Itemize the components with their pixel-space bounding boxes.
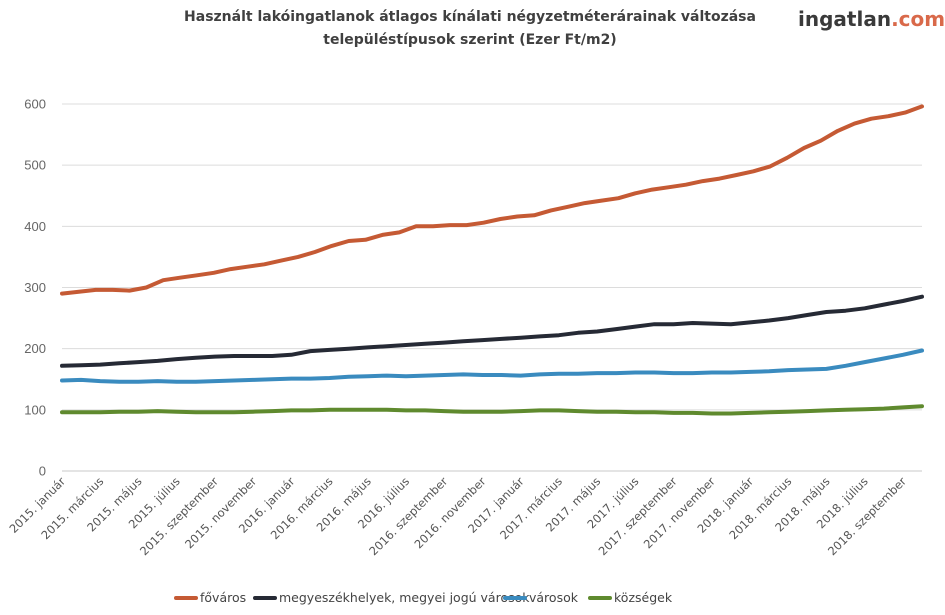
gridlines: [62, 103, 922, 472]
legend-swatch: [588, 595, 612, 600]
y-tick-label: 300: [24, 280, 46, 295]
chart-title-line1: Használt lakóingatlanok átlagos kínálati…: [184, 9, 756, 25]
legend-swatch: [253, 595, 277, 600]
series-lines: [60, 104, 924, 416]
legend-label: megyeszékhelyek, megyei jogú városok: [279, 590, 530, 605]
legend-item-megyeszekhelyek: megyeszékhelyek, megyei jogú városok: [253, 590, 530, 605]
y-axis-ticks: 0 100 200 300 400 500 600: [24, 97, 46, 479]
legend-item-varosok: városok: [503, 590, 578, 605]
legend-item-kozsegek: községek: [588, 590, 672, 605]
legend-label: városok: [529, 590, 578, 605]
y-tick-label: 600: [24, 97, 46, 112]
chart-title-line2: településtípusok szerint (Ezer Ft/m2): [323, 32, 617, 48]
legend-label: községek: [614, 590, 673, 605]
ingatlan-logo: ingatlan.com: [798, 7, 945, 31]
legend-swatch: [503, 595, 527, 600]
legend-label: főváros: [200, 590, 247, 605]
y-tick-label: 0: [39, 464, 46, 479]
series-line-2: [60, 348, 924, 384]
y-tick-label: 500: [24, 158, 46, 173]
logo-text-domain: .com: [891, 7, 945, 31]
series-line-3: [60, 404, 924, 416]
y-tick-label: 100: [24, 402, 46, 417]
y-tick-label: 400: [24, 219, 46, 234]
series-line-1: [60, 294, 924, 368]
legend-item-fovaros: főváros: [174, 590, 246, 605]
legend: főváros megyeszékhelyek, megyei jogú vár…: [0, 590, 945, 612]
chart-title: Használt lakóingatlanok átlagos kínálati…: [140, 6, 800, 52]
legend-swatch: [174, 595, 198, 600]
y-tick-label: 200: [24, 341, 46, 356]
logo-text-main: ingatlan: [798, 7, 892, 31]
series-line-0: [60, 104, 924, 296]
